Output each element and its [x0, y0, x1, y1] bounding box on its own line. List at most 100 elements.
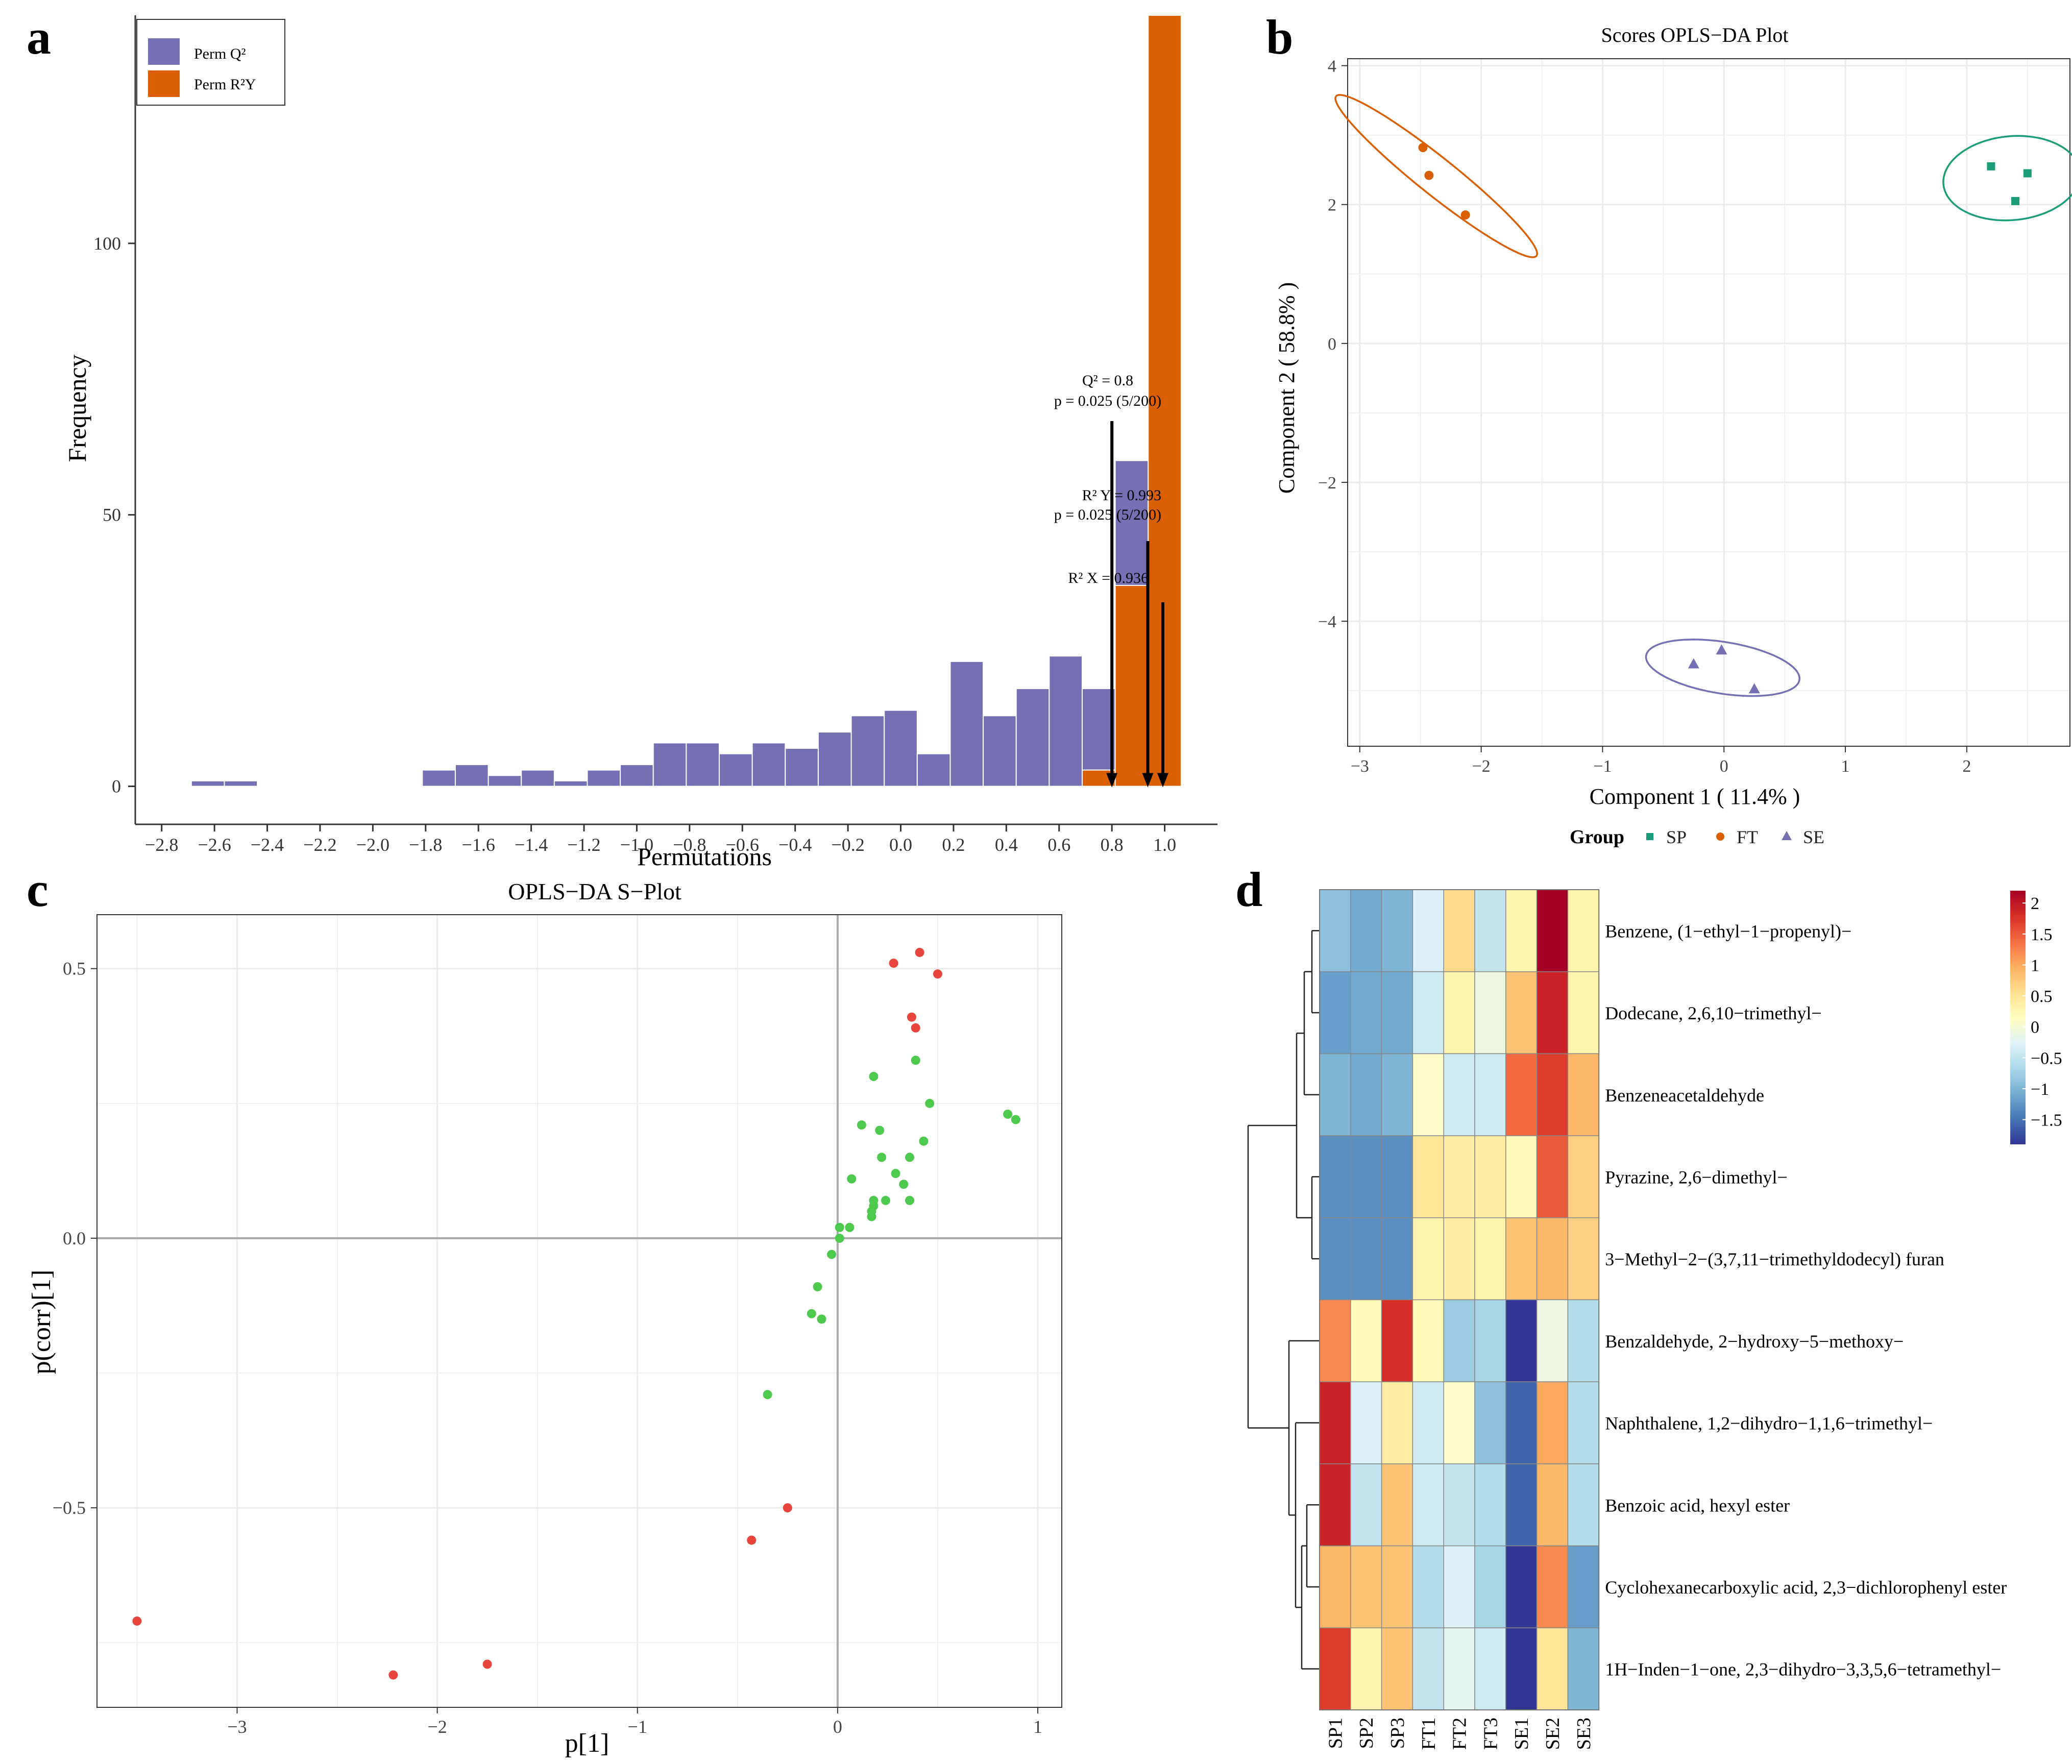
x-tick-label: −3 — [227, 1717, 247, 1737]
x-tick-label: −2.8 — [145, 835, 178, 855]
panel-b-legend: Group SP FT SE — [1570, 826, 1824, 848]
x-tick-label: −1 — [628, 1717, 647, 1737]
panel-b-ylabel: Component 2 ( 58.8% ) — [1274, 282, 1299, 494]
x-tick-label: 0.6 — [1047, 835, 1070, 855]
heatmap-cell — [1381, 1299, 1413, 1382]
colorbar-tick-label: −0.5 — [2031, 1049, 2062, 1068]
annotation-text: p = 0.025 (5/200) — [1054, 393, 1161, 409]
x-tick-label: −0.2 — [831, 835, 864, 855]
point-sp — [2023, 169, 2032, 178]
x-tick-label: 1.0 — [1153, 835, 1176, 855]
x-tick-label: 1 — [1033, 1717, 1042, 1737]
heatmap-row-label: Benzoic acid, hexyl ester — [1605, 1495, 1790, 1515]
panel-b-title: Scores OPLS−DA Plot — [1601, 23, 1788, 46]
colorbar-tick-label: −1 — [2031, 1080, 2049, 1099]
legend-marker-se — [1782, 831, 1792, 840]
colorbar-tick-label: 0 — [2031, 1018, 2039, 1037]
panel-label-a: a — [27, 10, 51, 64]
bar-perm-r2y — [1148, 15, 1182, 787]
heatmap-cell — [1443, 971, 1475, 1055]
heatmap-cell — [1567, 1299, 1599, 1382]
heatmap-row-label: Cyclohexanecarboxylic acid, 2,3−dichloro… — [1605, 1577, 2007, 1598]
bar-perm-q2 — [652, 742, 687, 787]
panel-label-d: d — [1235, 862, 1262, 917]
heatmap-cell — [1567, 1463, 1599, 1547]
legend-label-ft: FT — [1737, 827, 1758, 847]
bar-perm-q2 — [553, 780, 588, 787]
y-tick-label: 0.5 — [63, 959, 86, 979]
heatmap-column-label: SP1 — [1325, 1718, 1346, 1749]
annotation-text: Q² = 0.8 — [1082, 372, 1133, 389]
point-non-significant — [875, 1125, 885, 1135]
point-non-significant — [877, 1153, 887, 1162]
heatmap-cell — [1412, 971, 1444, 1055]
bar-perm-q2 — [983, 715, 1017, 787]
bar-perm-q2 — [751, 742, 786, 787]
heatmap-cell — [1443, 1545, 1475, 1629]
arrow-head — [1142, 773, 1154, 788]
point-significant — [911, 1023, 920, 1033]
colorbar-gradient — [2010, 891, 2026, 1144]
heatmap-row-label: Pyrazine, 2,6−dimethyl− — [1605, 1167, 1788, 1187]
heatmap-cell — [1505, 1299, 1538, 1382]
point-se — [1688, 658, 1699, 669]
heatmap-cell — [1474, 1627, 1506, 1710]
legend-swatch-perm-q2 — [148, 38, 180, 65]
panel-c-s-plot: −3 −2 −1 0 1 −0.5 0.0 0.5 OPLS−DA S−Plot p[1] p… — [27, 878, 1062, 1758]
heatmap-cell — [1412, 1217, 1444, 1301]
x-tick-label: −2.2 — [303, 835, 336, 855]
heatmap-cell — [1474, 1545, 1506, 1629]
heatmap-cell — [1567, 1053, 1599, 1136]
heatmap-cell — [1412, 1545, 1444, 1629]
heatmap-cell — [1319, 1053, 1351, 1136]
bar-perm-q2 — [422, 769, 456, 787]
x-tick-label: −1 — [1593, 757, 1612, 776]
panel-a-xlabel: Permutations — [637, 842, 772, 871]
colorbar-tick-label: 1.5 — [2031, 925, 2053, 944]
bar-perm-q2 — [850, 715, 885, 787]
heatmap-row-label: Benzeneacetaldehyde — [1605, 1085, 1764, 1106]
y-tick-label: −2 — [1318, 474, 1336, 493]
heatmap-row-label: Benzene, (1−ethyl−1−propenyl)− — [1605, 921, 1851, 941]
panel-b-frame — [1347, 58, 2070, 747]
bar-perm-q2 — [884, 709, 918, 787]
heatmap-cell — [1350, 971, 1382, 1055]
x-tick-label: −1.4 — [515, 835, 548, 855]
x-tick-label: 0.8 — [1101, 835, 1124, 855]
panel-a-ylabel: Frequency — [63, 354, 91, 462]
heatmap-column-label: SE1 — [1511, 1718, 1532, 1750]
bar-perm-q2 — [686, 742, 720, 787]
heatmap-cell — [1350, 1381, 1382, 1464]
point-significant — [388, 1670, 398, 1680]
heatmap-cell — [1567, 1545, 1599, 1629]
heatmap-cell — [1381, 1217, 1413, 1301]
heatmap-cell — [1381, 971, 1413, 1055]
bar-perm-q2 — [817, 731, 852, 787]
panel-c-title: OPLS−DA S−Plot — [508, 878, 681, 904]
y-tick-label: −0.5 — [53, 1498, 86, 1518]
point-significant — [933, 969, 942, 979]
x-tick-label: 2 — [1962, 757, 1971, 776]
heatmap-cell — [1536, 889, 1569, 972]
point-non-significant — [1011, 1115, 1020, 1124]
panel-c-xlabel: p[1] — [565, 1729, 610, 1758]
point-non-significant — [817, 1314, 826, 1324]
heatmap-column-label: FT2 — [1449, 1718, 1471, 1750]
heatmap-cell — [1505, 1135, 1538, 1218]
heatmap-cell — [1350, 1217, 1382, 1301]
heatmap-row-label: 3−Methyl−2−(3,7,11−trimethyldodecyl) fur… — [1605, 1249, 1944, 1269]
heatmap-row-label: 1H−Inden−1−one, 2,3−dihydro−3,3,5,6−tetr… — [1605, 1659, 2001, 1680]
heatmap-cell — [1319, 1299, 1351, 1382]
heatmap-cell — [1319, 1627, 1351, 1710]
bar-perm-q2 — [190, 780, 225, 787]
heatmap-cell — [1319, 1381, 1351, 1464]
point-non-significant — [881, 1195, 890, 1205]
heatmap-cell — [1319, 1463, 1351, 1547]
heatmap-cell — [1412, 889, 1444, 972]
heatmap-cell — [1412, 1627, 1444, 1710]
point-non-significant — [1003, 1109, 1013, 1119]
x-tick-label: −1.8 — [409, 835, 442, 855]
heatmap-cell — [1536, 1463, 1569, 1547]
heatmap-cell — [1567, 1627, 1599, 1710]
legend-marker-sp — [1646, 833, 1653, 840]
